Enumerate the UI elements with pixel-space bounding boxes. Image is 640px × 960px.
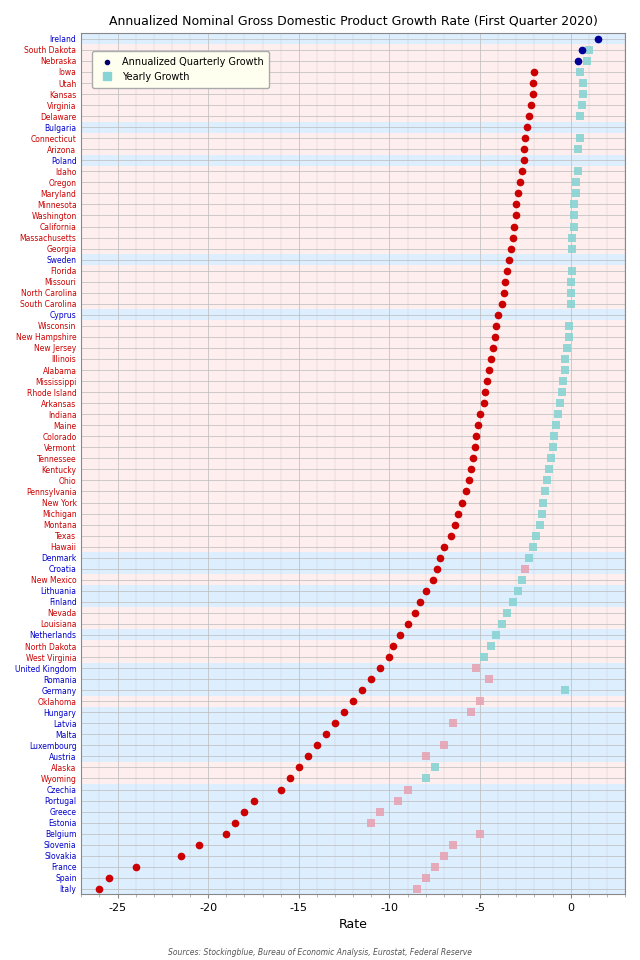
Bar <box>81 464 625 475</box>
Bar <box>81 718 625 729</box>
Bar <box>81 166 625 177</box>
Bar <box>81 243 625 254</box>
Bar <box>81 729 625 740</box>
Bar <box>81 795 625 806</box>
Bar <box>81 486 625 497</box>
Bar <box>81 265 625 276</box>
Bar <box>81 552 625 564</box>
Bar <box>81 740 625 751</box>
Bar <box>81 397 625 409</box>
Bar <box>81 442 625 453</box>
Bar <box>81 210 625 221</box>
Bar <box>81 299 625 309</box>
Bar <box>81 321 625 331</box>
Bar <box>81 828 625 839</box>
Bar <box>81 56 625 66</box>
Bar <box>81 431 625 442</box>
Bar <box>81 276 625 287</box>
Bar <box>81 177 625 188</box>
Bar <box>81 254 625 265</box>
Bar <box>81 684 625 696</box>
Bar <box>81 66 625 78</box>
Bar <box>81 508 625 519</box>
Bar <box>81 652 625 662</box>
Bar <box>81 696 625 707</box>
Bar <box>81 155 625 166</box>
Bar <box>81 221 625 232</box>
Legend: Annualized Quarterly Growth, Yearly Growth: Annualized Quarterly Growth, Yearly Grow… <box>92 51 269 87</box>
Bar <box>81 387 625 397</box>
Bar <box>81 331 625 343</box>
Bar <box>81 78 625 88</box>
Bar <box>81 530 625 541</box>
Bar <box>81 564 625 574</box>
Bar <box>81 475 625 486</box>
Bar <box>81 453 625 464</box>
Bar <box>81 640 625 652</box>
Text: Sources: Stockingblue, Bureau of Economic Analysis, Eurostat, Federal Reserve: Sources: Stockingblue, Bureau of Economi… <box>168 948 472 957</box>
Bar <box>81 839 625 851</box>
Bar <box>81 232 625 243</box>
Bar <box>81 762 625 773</box>
Bar <box>81 806 625 817</box>
Title: Annualized Nominal Gross Domestic Product Growth Rate (First Quarter 2020): Annualized Nominal Gross Domestic Produc… <box>109 15 598 28</box>
Bar <box>81 34 625 44</box>
Bar <box>81 122 625 132</box>
Bar <box>81 674 625 684</box>
Bar <box>81 199 625 210</box>
Bar <box>81 883 625 895</box>
Bar <box>81 861 625 873</box>
Bar <box>81 100 625 110</box>
Bar <box>81 784 625 795</box>
Bar <box>81 608 625 618</box>
Bar <box>81 873 625 883</box>
Bar <box>81 343 625 353</box>
Bar <box>81 630 625 640</box>
Bar <box>81 309 625 321</box>
Bar <box>81 541 625 552</box>
Bar <box>81 851 625 861</box>
Bar <box>81 420 625 431</box>
Bar <box>81 88 625 100</box>
Bar <box>81 287 625 299</box>
Bar <box>81 353 625 365</box>
Bar <box>81 375 625 387</box>
Bar <box>81 817 625 828</box>
Bar <box>81 365 625 375</box>
Bar <box>81 618 625 630</box>
Bar <box>81 110 625 122</box>
Bar <box>81 188 625 199</box>
Bar <box>81 596 625 608</box>
Bar <box>81 497 625 508</box>
Bar <box>81 574 625 586</box>
Bar <box>81 519 625 530</box>
Bar <box>81 662 625 674</box>
Bar <box>81 751 625 762</box>
Bar <box>81 773 625 784</box>
Bar <box>81 707 625 718</box>
Bar <box>81 144 625 155</box>
Bar <box>81 409 625 420</box>
X-axis label: Rate: Rate <box>339 918 367 930</box>
Bar <box>81 132 625 144</box>
Bar <box>81 586 625 596</box>
Bar <box>81 44 625 56</box>
